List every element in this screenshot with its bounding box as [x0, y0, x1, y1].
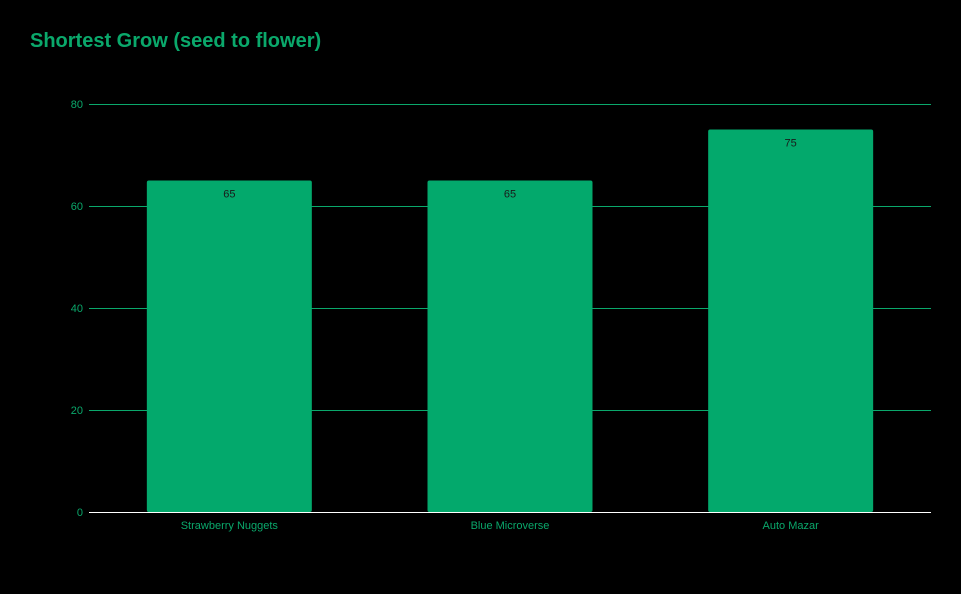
data-label: 65 — [504, 189, 516, 201]
bar — [427, 180, 593, 512]
chart-title: Shortest Grow (seed to flower) — [30, 30, 322, 52]
data-label: 65 — [223, 189, 235, 201]
bar — [146, 180, 312, 512]
x-tick-label: Strawberry Nuggets — [181, 520, 279, 532]
y-axis-ticks: 0 20 40 60 80 — [71, 99, 83, 519]
data-label: 75 — [785, 138, 797, 150]
x-tick-label: Auto Mazar — [763, 520, 820, 532]
data-labels: 65 65 75 — [223, 138, 797, 201]
x-tick-label: Blue Microverse — [471, 520, 550, 532]
bar — [708, 129, 874, 512]
y-tick-label: 80 — [71, 99, 83, 111]
y-tick-label: 20 — [71, 405, 83, 417]
y-tick-label: 40 — [71, 303, 83, 315]
bars — [146, 129, 874, 512]
y-tick-label: 0 — [77, 507, 83, 519]
y-tick-label: 60 — [71, 201, 83, 213]
x-axis-ticks: Strawberry Nuggets Blue Microverse Auto Ma… — [181, 520, 819, 532]
